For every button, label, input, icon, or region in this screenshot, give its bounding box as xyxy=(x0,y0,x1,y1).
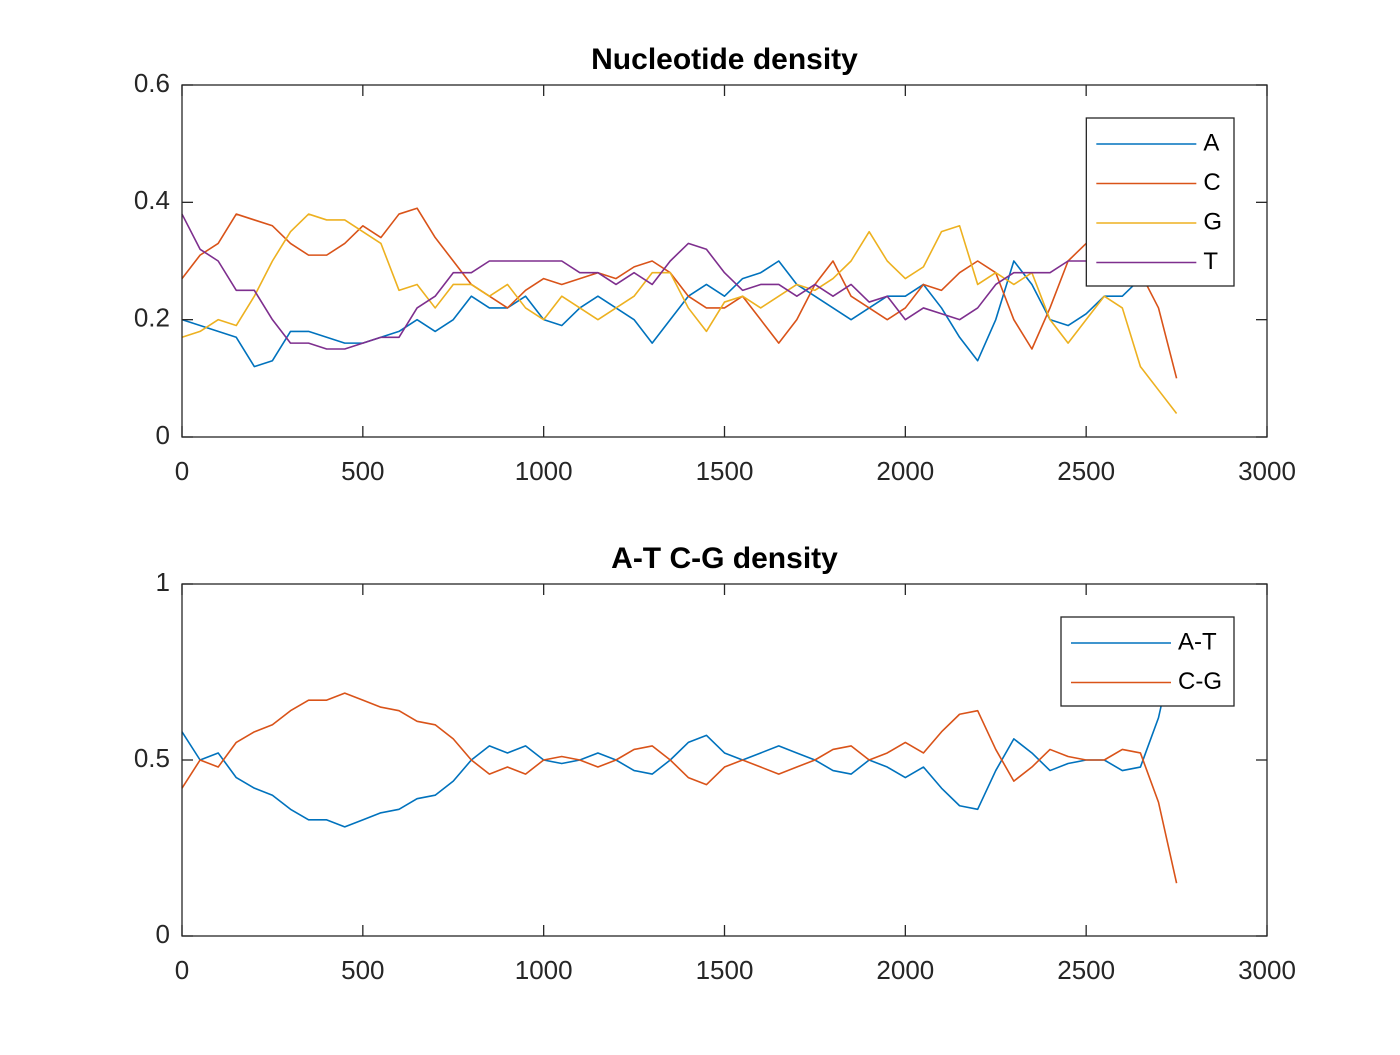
legend-box xyxy=(1060,616,1235,707)
x-tick-label: 2000 xyxy=(876,456,934,486)
y-tick-label: 0 xyxy=(156,919,170,949)
x-tick-label: 0 xyxy=(175,955,189,985)
chart-title: A-T C-G density xyxy=(611,542,838,575)
x-tick-label: 1500 xyxy=(696,456,754,486)
y-tick-label: 0.5 xyxy=(134,743,170,773)
series-line xyxy=(181,692,1178,884)
series-line xyxy=(181,636,1178,828)
legend-label: T xyxy=(1203,248,1218,275)
y-tick-label: 1 xyxy=(156,567,170,597)
x-tick-label: 1500 xyxy=(696,955,754,985)
x-tick-label: 500 xyxy=(341,456,384,486)
x-tick-label: 3000 xyxy=(1238,456,1296,486)
legend-label: G xyxy=(1203,208,1222,235)
x-tick-label: 2500 xyxy=(1057,955,1115,985)
y-tick-label: 0.2 xyxy=(134,303,170,333)
series-line xyxy=(181,172,1178,350)
x-tick-label: 500 xyxy=(341,955,384,985)
legend-label: C xyxy=(1203,169,1220,196)
y-tick-label: 0.6 xyxy=(134,68,170,98)
legend-box xyxy=(1085,117,1235,287)
series-line xyxy=(181,207,1178,379)
legend-label: A-T xyxy=(1178,628,1217,655)
x-tick-label: 0 xyxy=(175,456,189,486)
series-line xyxy=(181,213,1178,415)
series-line xyxy=(181,202,1178,368)
x-tick-label: 1000 xyxy=(515,955,573,985)
x-tick-label: 2000 xyxy=(876,955,934,985)
x-tick-label: 3000 xyxy=(1238,955,1296,985)
y-tick-label: 0.4 xyxy=(134,185,170,215)
legend-label: C-G xyxy=(1178,668,1222,695)
x-tick-label: 1000 xyxy=(515,456,573,486)
y-tick-label: 0 xyxy=(156,420,170,450)
legend-label: A xyxy=(1203,129,1219,156)
chart-title: Nucleotide density xyxy=(591,43,858,76)
legend: A-T C-G xyxy=(1060,616,1235,707)
x-tick-label: 2500 xyxy=(1057,456,1115,486)
